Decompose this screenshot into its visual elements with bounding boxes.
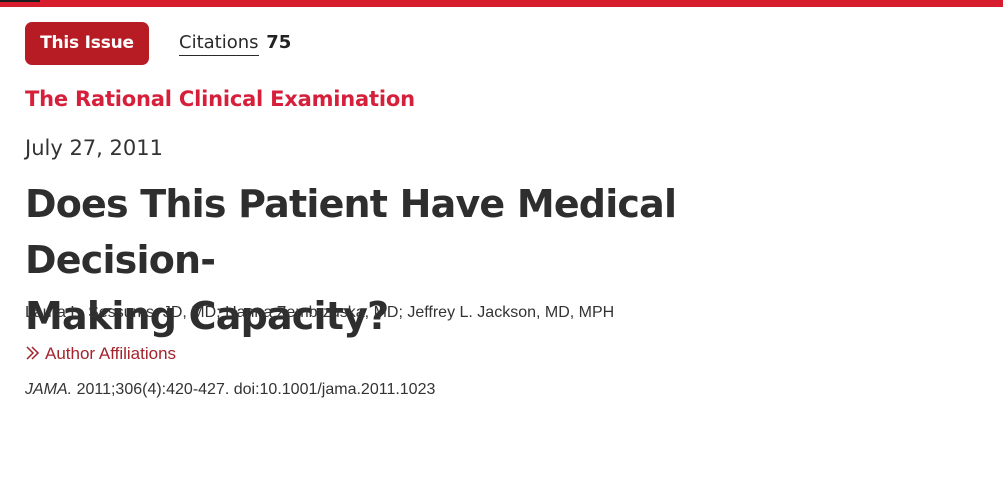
citations-link[interactable]: Citations 75 (179, 32, 291, 60)
author-affiliations-label[interactable]: Author Affiliations (45, 344, 177, 363)
chevron-right-double-icon (26, 346, 40, 360)
article-title-line-1: Does This Patient Have Medical Decision- (25, 182, 677, 282)
author-list: Laura L. Sessums, JD, MD; Hanna Zembrzus… (25, 304, 615, 321)
top-accent-bar (0, 0, 1003, 7)
section-label[interactable]: The Rational Clinical Examination (25, 87, 415, 111)
citation-line: JAMA. 2011;306(4):420-427. doi:10.1001/j… (25, 381, 435, 399)
citation-details: 2011;306(4):420-427. doi:10.1001/jama.20… (72, 381, 436, 398)
article-title-line-2: Making Capacity? (25, 294, 389, 338)
article-title: Does This Patient Have Medical Decision-… (25, 176, 845, 344)
journal-name: JAMA. (25, 381, 73, 398)
author-affiliations-toggle[interactable]: Author Affiliations (25, 344, 176, 364)
citations-count: 75 (266, 32, 292, 53)
top-accent-bar-dark-segment (0, 0, 40, 2)
publication-date: July 27, 2011 (25, 136, 163, 160)
citations-label[interactable]: Citations (179, 32, 259, 56)
this-issue-button[interactable]: This Issue (25, 22, 149, 65)
